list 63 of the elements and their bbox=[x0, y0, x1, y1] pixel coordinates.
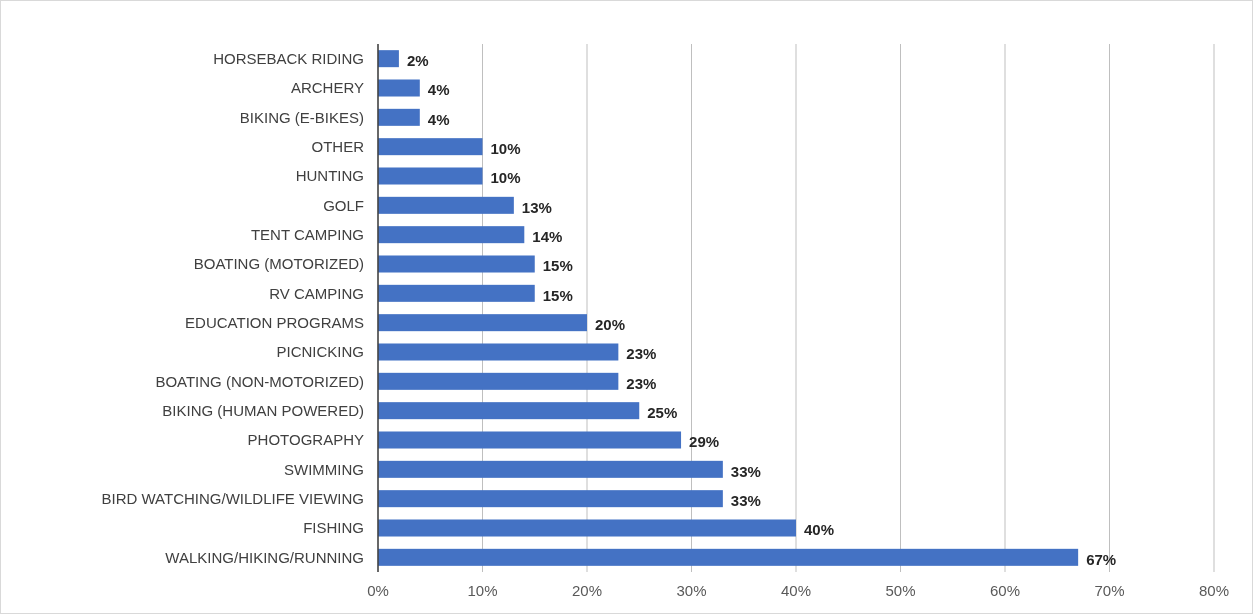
data-label: 10% bbox=[490, 139, 521, 157]
data-label: 10% bbox=[490, 169, 521, 187]
bar bbox=[378, 372, 619, 390]
bar bbox=[378, 402, 640, 420]
y-tick-label: BOATING (MOTORIZED) bbox=[193, 255, 364, 273]
data-label: 33% bbox=[730, 491, 761, 509]
data-label: 29% bbox=[689, 433, 720, 451]
data-label: 15% bbox=[542, 257, 573, 275]
data-label: 15% bbox=[542, 286, 573, 304]
x-tick-label: 50% bbox=[885, 582, 916, 599]
bar bbox=[378, 108, 420, 126]
bar bbox=[378, 343, 619, 361]
bar bbox=[378, 284, 535, 302]
data-label: 67% bbox=[1086, 550, 1117, 568]
x-tick-label: 70% bbox=[1094, 582, 1125, 599]
x-tick-label: 30% bbox=[676, 582, 707, 599]
data-label: 2% bbox=[406, 51, 429, 69]
bar bbox=[378, 314, 587, 332]
y-tick-label: PHOTOGRAPHY bbox=[247, 431, 364, 449]
data-label: 23% bbox=[626, 374, 657, 392]
bar bbox=[378, 548, 1079, 566]
y-tick-label: WALKING/HIKING/RUNNING bbox=[165, 548, 364, 566]
x-tick-label: 60% bbox=[989, 582, 1021, 599]
y-tick-label: FISHING bbox=[303, 519, 364, 537]
y-tick-label: BIKING (E-BIKES) bbox=[239, 108, 364, 126]
data-label: 40% bbox=[804, 521, 835, 539]
data-label: 25% bbox=[647, 403, 678, 421]
y-tick-label: HUNTING bbox=[295, 167, 364, 185]
bar bbox=[378, 167, 483, 185]
data-label: 13% bbox=[521, 198, 552, 216]
bar bbox=[378, 255, 535, 273]
bar bbox=[378, 431, 682, 449]
bar bbox=[378, 196, 514, 214]
bar bbox=[378, 519, 796, 537]
y-tick-label: ARCHERY bbox=[290, 79, 364, 97]
y-tick-label: OTHER bbox=[311, 137, 365, 155]
y-tick-label: PICNICKING bbox=[276, 343, 364, 361]
bar bbox=[378, 460, 723, 478]
data-label: 4% bbox=[427, 81, 450, 99]
y-tick-label: EDUCATION PROGRAMS bbox=[185, 313, 364, 331]
x-tick-label: 80% bbox=[1198, 582, 1230, 599]
bar bbox=[378, 138, 483, 156]
data-label: 4% bbox=[427, 110, 450, 128]
y-tick-label: BIRD WATCHING/WILDLIFE VIEWING bbox=[101, 489, 364, 507]
y-tick-label: GOLF bbox=[323, 196, 364, 214]
y-tick-label: BIKING (HUMAN POWERED) bbox=[162, 401, 364, 419]
y-tick-label: RV CAMPING bbox=[269, 284, 364, 302]
bar bbox=[378, 50, 399, 68]
data-label: 20% bbox=[595, 315, 626, 333]
bar bbox=[378, 79, 420, 97]
y-tick-label: HORSEBACK RIDING bbox=[213, 49, 364, 67]
data-label: 33% bbox=[730, 462, 761, 480]
y-tick-label: TENT CAMPING bbox=[250, 225, 364, 243]
bar bbox=[378, 490, 723, 508]
data-label: 23% bbox=[626, 345, 657, 363]
bar bbox=[378, 226, 525, 244]
y-tick-label: SWIMMING bbox=[284, 460, 364, 478]
x-tick-label: 0% bbox=[367, 582, 389, 599]
y-tick-label: BOATING (NON-MOTORIZED) bbox=[155, 372, 364, 390]
x-tick-label: 40% bbox=[780, 582, 812, 599]
x-tick-label: 10% bbox=[467, 582, 498, 599]
data-label: 14% bbox=[532, 227, 563, 245]
x-tick-label: 20% bbox=[571, 582, 603, 599]
